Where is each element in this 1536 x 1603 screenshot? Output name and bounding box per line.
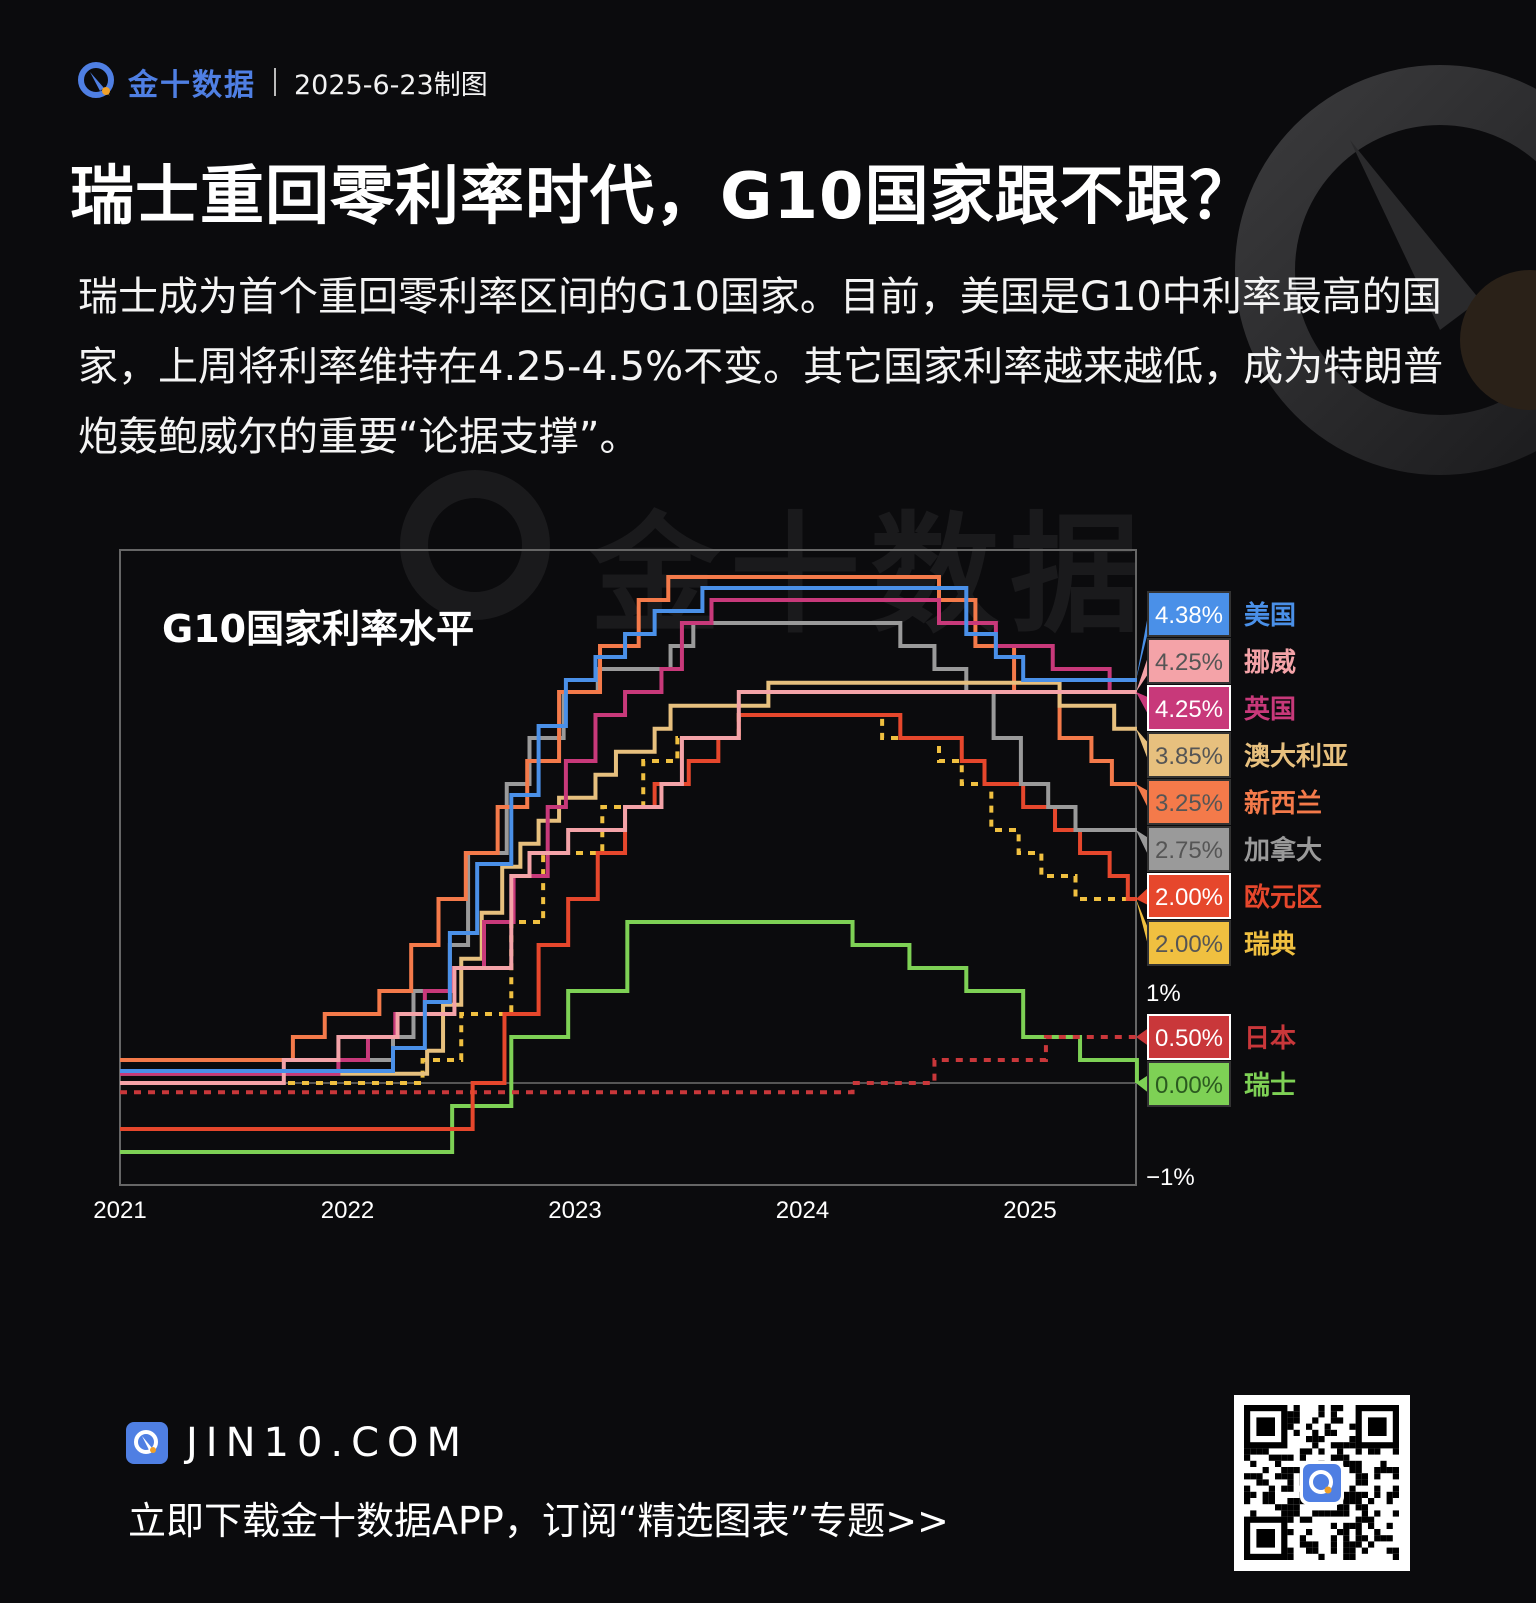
- series-line: [120, 680, 1137, 1076]
- y-tick-label: 1%: [1146, 980, 1181, 1007]
- svg-text:日本: 日本: [1244, 1024, 1296, 1054]
- header-divider: [274, 68, 276, 96]
- series-label: 4.25% 英国: [1136, 685, 1296, 731]
- series-label: 2.00% 瑞典: [1136, 899, 1296, 966]
- svg-text:瑞典: 瑞典: [1244, 930, 1296, 960]
- svg-text:英国: 英国: [1244, 695, 1296, 725]
- series-label: 2.75% 加拿大: [1136, 826, 1322, 872]
- chart-title: G10国家利率水平: [162, 607, 475, 651]
- series-line: [120, 621, 1137, 1062]
- svg-text:2.75%: 2.75%: [1155, 837, 1223, 864]
- footer-brand: JIN10.COM: [126, 1420, 469, 1466]
- qr-code-icon[interactable]: [1234, 1395, 1410, 1571]
- series-label: 3.25% 新西兰: [1136, 779, 1322, 825]
- series-label: 2.00% 欧元区: [1136, 873, 1322, 919]
- svg-text:0.00%: 0.00%: [1155, 1072, 1223, 1099]
- svg-text:瑞士: 瑞士: [1244, 1071, 1296, 1101]
- description-text: 瑞士成为首个重回零利率区间的G10国家。目前，美国是G10中利率最高的国家，上周…: [78, 274, 1444, 460]
- svg-text:澳大利亚: 澳大利亚: [1244, 742, 1348, 772]
- site-url[interactable]: JIN10.COM: [186, 1420, 470, 1466]
- header: 金十数据 2025-6-23制图: [76, 62, 488, 103]
- brand-logo-icon: [78, 62, 114, 98]
- svg-text:3.25%: 3.25%: [1155, 790, 1223, 817]
- series-line: [120, 586, 1137, 1074]
- series-line: [120, 920, 1139, 1154]
- svg-text:3.85%: 3.85%: [1155, 743, 1223, 770]
- x-tick-label: 2021: [93, 1197, 146, 1224]
- x-tick-label: 2025: [1003, 1197, 1056, 1224]
- series-line: [120, 713, 1137, 1085]
- svg-text:新西兰: 新西兰: [1244, 788, 1322, 819]
- page-title: 瑞士重回零利率时代，G10国家跟不跟？: [70, 160, 1255, 234]
- x-tick-label: 2022: [321, 1197, 374, 1224]
- x-tick-label: 2024: [776, 1197, 829, 1224]
- series-label: 4.38% 美国: [1136, 591, 1296, 681]
- svg-text:欧元区: 欧元区: [1244, 882, 1322, 913]
- svg-text:挪威: 挪威: [1244, 647, 1296, 678]
- download-cta[interactable]: 立即下载金十数据APP，订阅“精选图表”专题>>: [128, 1499, 949, 1543]
- svg-text:4.25%: 4.25%: [1155, 696, 1223, 723]
- y-tick-label: −1%: [1146, 1164, 1195, 1191]
- series-label: 3.85% 澳大利亚: [1136, 728, 1348, 778]
- series-label: 4.25% 挪威: [1136, 638, 1296, 692]
- svg-text:4.38%: 4.38%: [1155, 602, 1223, 629]
- svg-text:4.25%: 4.25%: [1155, 649, 1223, 676]
- brand-name: 金十数据: [128, 68, 256, 103]
- chart-date: 2025-6-23制图: [294, 69, 488, 101]
- series-label: 0.00% 瑞士: [1136, 1061, 1296, 1107]
- app-icon: [126, 1422, 168, 1464]
- svg-text:加拿大: 加拿大: [1244, 835, 1322, 866]
- series-line: [120, 690, 1137, 1085]
- svg-text:2.00%: 2.00%: [1155, 931, 1223, 958]
- app-logo-icon: [134, 1430, 158, 1454]
- background-logo-icon: [1235, 65, 1536, 475]
- svg-text:美国: 美国: [1244, 600, 1296, 631]
- plot-frame: [119, 549, 1137, 1186]
- series-line: [120, 598, 1137, 1076]
- svg-text:2.00%: 2.00%: [1155, 884, 1223, 911]
- series-line: [120, 1035, 1137, 1095]
- x-tick-label: 2023: [548, 1197, 601, 1224]
- series-label: 0.50% 日本: [1136, 1014, 1296, 1060]
- svg-text:0.50%: 0.50%: [1155, 1025, 1223, 1052]
